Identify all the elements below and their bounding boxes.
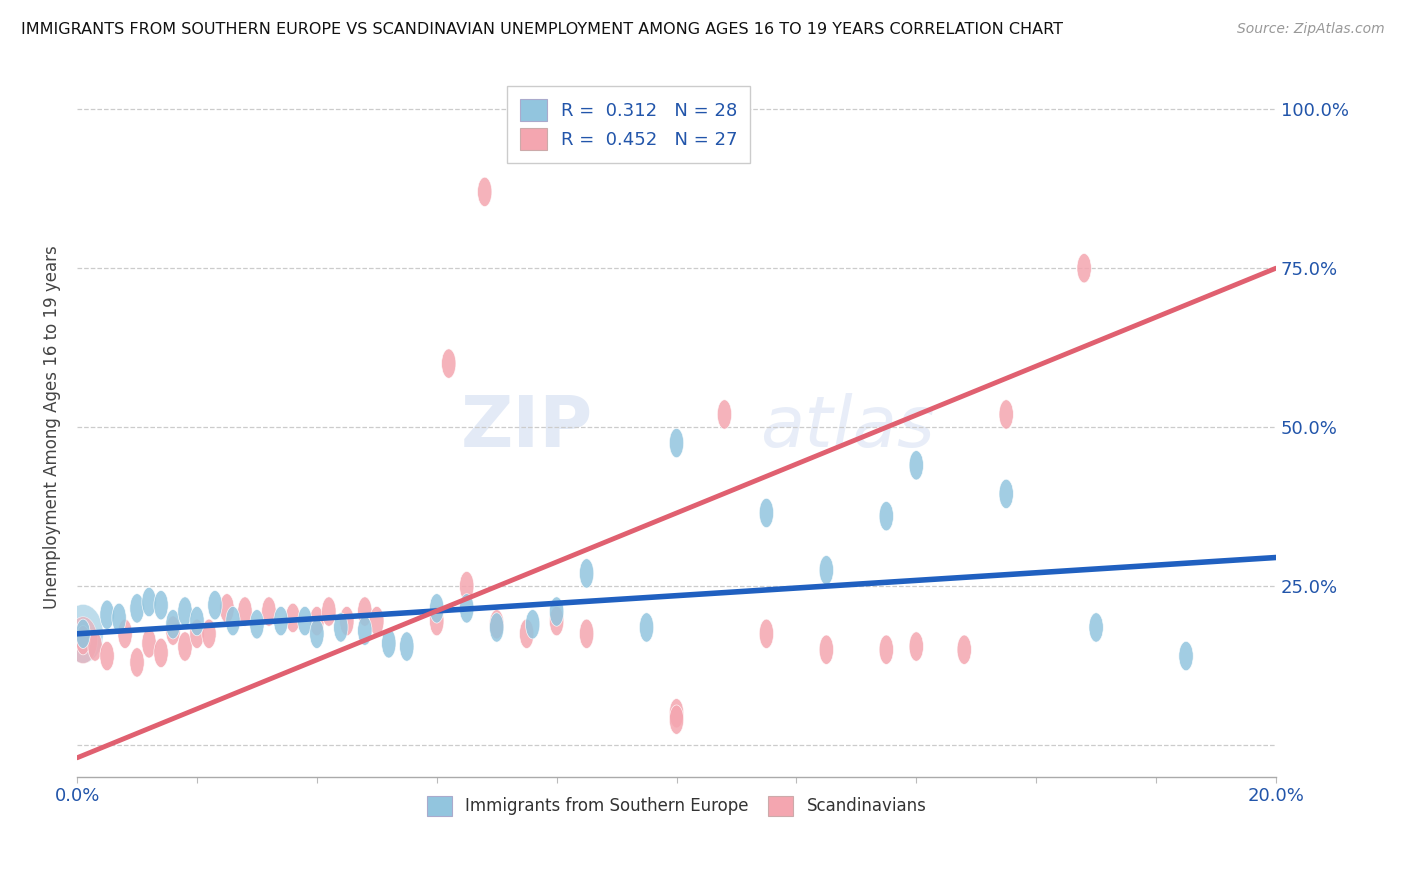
Ellipse shape <box>202 619 217 648</box>
Ellipse shape <box>550 607 564 636</box>
Ellipse shape <box>298 607 312 636</box>
Ellipse shape <box>1077 253 1091 283</box>
Ellipse shape <box>333 613 349 642</box>
Ellipse shape <box>910 632 924 661</box>
Ellipse shape <box>430 594 444 623</box>
Legend: Immigrants from Southern Europe, Scandinavians: Immigrants from Southern Europe, Scandin… <box>418 788 935 824</box>
Ellipse shape <box>1088 613 1104 642</box>
Ellipse shape <box>142 629 156 658</box>
Ellipse shape <box>250 609 264 639</box>
Ellipse shape <box>460 572 474 601</box>
Ellipse shape <box>177 597 193 626</box>
Ellipse shape <box>69 616 97 664</box>
Ellipse shape <box>399 632 413 661</box>
Ellipse shape <box>63 605 103 663</box>
Y-axis label: Unemployment Among Ages 16 to 19 years: Unemployment Among Ages 16 to 19 years <box>44 245 60 609</box>
Ellipse shape <box>550 597 564 626</box>
Ellipse shape <box>370 607 384 636</box>
Ellipse shape <box>142 587 156 616</box>
Ellipse shape <box>208 591 222 620</box>
Ellipse shape <box>100 600 114 630</box>
Ellipse shape <box>957 635 972 665</box>
Ellipse shape <box>699 95 714 124</box>
Ellipse shape <box>100 641 114 671</box>
Ellipse shape <box>153 591 169 620</box>
Ellipse shape <box>640 95 654 124</box>
Ellipse shape <box>129 594 145 623</box>
Ellipse shape <box>381 629 396 658</box>
Ellipse shape <box>441 349 456 378</box>
Ellipse shape <box>357 616 373 645</box>
Ellipse shape <box>309 619 323 648</box>
Ellipse shape <box>89 632 103 661</box>
Ellipse shape <box>460 594 474 623</box>
Ellipse shape <box>820 556 834 585</box>
Ellipse shape <box>489 613 503 642</box>
Ellipse shape <box>118 619 132 648</box>
Ellipse shape <box>820 635 834 665</box>
Ellipse shape <box>910 450 924 480</box>
Ellipse shape <box>430 607 444 636</box>
Ellipse shape <box>274 607 288 636</box>
Ellipse shape <box>357 597 373 626</box>
Ellipse shape <box>226 607 240 636</box>
Ellipse shape <box>579 619 593 648</box>
Ellipse shape <box>759 499 773 528</box>
Ellipse shape <box>262 597 276 626</box>
Ellipse shape <box>76 619 90 648</box>
Ellipse shape <box>526 609 540 639</box>
Ellipse shape <box>166 616 180 645</box>
Ellipse shape <box>129 648 145 677</box>
Ellipse shape <box>669 705 683 734</box>
Ellipse shape <box>153 638 169 667</box>
Ellipse shape <box>1000 479 1014 508</box>
Text: IMMIGRANTS FROM SOUTHERN EUROPE VS SCANDINAVIAN UNEMPLOYMENT AMONG AGES 16 TO 19: IMMIGRANTS FROM SOUTHERN EUROPE VS SCAND… <box>21 22 1063 37</box>
Ellipse shape <box>219 594 235 623</box>
Ellipse shape <box>579 558 593 588</box>
Ellipse shape <box>76 625 90 655</box>
Ellipse shape <box>190 619 204 648</box>
Ellipse shape <box>478 178 492 207</box>
Text: atlas: atlas <box>761 392 935 462</box>
Ellipse shape <box>177 632 193 661</box>
Ellipse shape <box>669 698 683 728</box>
Ellipse shape <box>285 603 299 632</box>
Ellipse shape <box>1178 641 1194 671</box>
Ellipse shape <box>640 613 654 642</box>
Text: ZIP: ZIP <box>460 392 592 462</box>
Ellipse shape <box>190 607 204 636</box>
Ellipse shape <box>166 609 180 639</box>
Ellipse shape <box>717 400 731 429</box>
Ellipse shape <box>238 597 252 626</box>
Ellipse shape <box>879 635 894 665</box>
Ellipse shape <box>340 607 354 636</box>
Text: Source: ZipAtlas.com: Source: ZipAtlas.com <box>1237 22 1385 37</box>
Ellipse shape <box>879 501 894 531</box>
Ellipse shape <box>669 428 683 458</box>
Ellipse shape <box>309 607 323 636</box>
Ellipse shape <box>759 619 773 648</box>
Ellipse shape <box>1000 400 1014 429</box>
Ellipse shape <box>112 603 127 632</box>
Ellipse shape <box>322 597 336 626</box>
Ellipse shape <box>519 619 534 648</box>
Ellipse shape <box>489 609 503 639</box>
